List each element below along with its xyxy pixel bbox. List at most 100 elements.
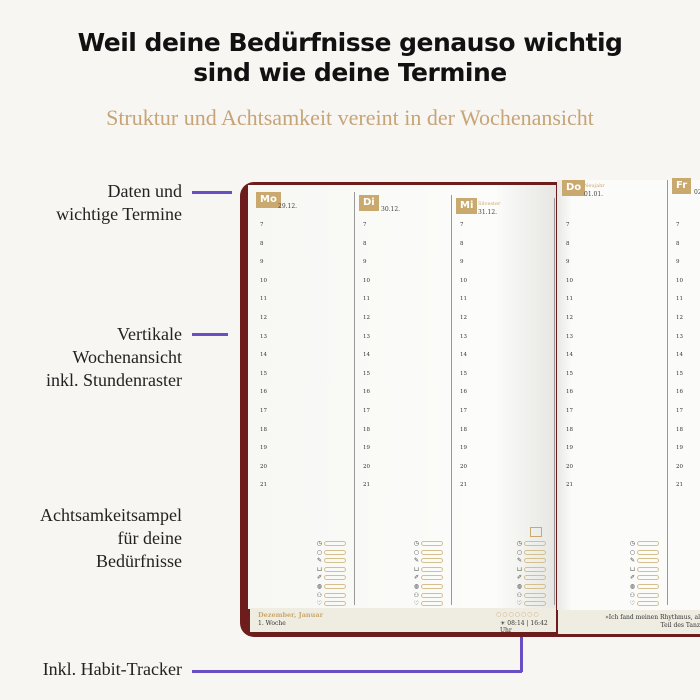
habit-row[interactable]: ⚇ — [517, 592, 546, 599]
habit-row[interactable]: ✎ — [517, 557, 546, 564]
hour-label: 7 — [260, 222, 264, 228]
hour-label: 19 — [676, 445, 683, 452]
hour-label: 7 — [460, 222, 464, 228]
hour-label: 15 — [363, 370, 370, 377]
habit-row[interactable]: ◷ — [517, 540, 546, 547]
habit-row[interactable]: ♡ — [317, 600, 346, 607]
habit-row[interactable]: ♡ — [414, 600, 443, 607]
habit-boxes — [637, 558, 659, 564]
habit-row[interactable]: ○ — [517, 549, 546, 556]
habit-row[interactable]: ✎ — [414, 557, 443, 564]
habit-boxes — [637, 566, 659, 572]
habit-row[interactable]: ✐ — [630, 574, 659, 581]
habit-row[interactable]: ⚇ — [414, 592, 443, 599]
hour-label: 11 — [566, 296, 573, 303]
quote: Teil des Tanz — [660, 622, 700, 629]
habit-row[interactable]: ⚇ — [317, 592, 346, 599]
hour-label: 17 — [260, 408, 267, 414]
hour-label: 10 — [363, 277, 370, 284]
hour-label: 16 — [676, 389, 683, 396]
habit-row[interactable]: ◍ — [414, 583, 443, 590]
hour-label: 12 — [363, 315, 370, 321]
hour-label: 17 — [460, 408, 467, 414]
hour-label: 9 — [363, 259, 367, 266]
habit-boxes — [637, 592, 659, 598]
day-tab: Mo — [256, 192, 281, 208]
hour-label: 21 — [363, 482, 370, 489]
hour-label: 10 — [260, 277, 267, 284]
habit-boxes — [524, 575, 546, 581]
pill-icon: ✐ — [629, 574, 635, 582]
callout-line — [192, 333, 228, 336]
hour-label: 8 — [363, 240, 367, 247]
habit-row[interactable]: ✐ — [414, 574, 443, 581]
habit-row[interactable]: ◷ — [317, 540, 346, 547]
habit-row[interactable]: ⊔ — [630, 566, 659, 573]
hour-label: 10 — [460, 277, 467, 284]
habit-row[interactable]: ✐ — [317, 574, 346, 581]
hour-label: 16 — [260, 389, 267, 396]
heart-icon: ♡ — [413, 600, 419, 608]
hour-label: 19 — [566, 445, 573, 452]
pill-icon: ✐ — [316, 574, 322, 582]
habit-row[interactable]: ◷ — [414, 540, 443, 547]
habit-row[interactable]: ○ — [414, 549, 443, 556]
people-icon: ⚇ — [629, 591, 635, 599]
subtitle: Struktur und Achtsamkeit vereint in der … — [106, 105, 594, 130]
hour-label: 16 — [460, 389, 467, 396]
hour-label: 8 — [566, 240, 570, 247]
habit-row[interactable]: ⊔ — [414, 566, 443, 573]
day-date: 30.12. — [381, 206, 401, 213]
right-footer: »Ich fand meinen Rhythmus, al Teil des T… — [558, 610, 700, 634]
cup-icon: ⊔ — [516, 565, 522, 573]
habit-row[interactable]: ♡ — [517, 600, 546, 607]
habit-boxes — [324, 575, 346, 581]
hour-label: 18 — [676, 426, 683, 433]
quote: »Ich fand meinen Rhythmus, al — [605, 614, 700, 621]
hour-label: 15 — [460, 370, 467, 377]
hour-label: 9 — [676, 259, 680, 266]
hour-label: 8 — [676, 240, 680, 247]
hour-label: 20 — [260, 463, 267, 470]
hour-label: 20 — [363, 463, 370, 470]
habit-row[interactable]: ◍ — [317, 583, 346, 590]
habit-row[interactable]: ◍ — [630, 583, 659, 590]
hour-label: 8 — [260, 240, 264, 247]
hour-label: 19 — [460, 445, 467, 452]
pen-icon: ✎ — [629, 557, 635, 565]
habit-boxes — [524, 566, 546, 572]
headline: Weil deine Bedürfnisse genauso wichtig s… — [0, 28, 700, 88]
day-column: Do 01.01. Neujahr 7 8 9 10 11 12 13 14 15 16 17 18 19 20… — [558, 180, 668, 607]
hour-label: 7 — [363, 222, 367, 228]
habit-row[interactable]: ⊔ — [517, 566, 546, 573]
hour-label: 16 — [566, 389, 573, 396]
hour-label: 16 — [363, 389, 370, 396]
habit-boxes — [421, 592, 443, 598]
habit-row[interactable]: ⊔ — [317, 566, 346, 573]
hour-label: 20 — [676, 463, 683, 470]
hour-label: 17 — [566, 408, 573, 414]
hour-label: 18 — [460, 426, 467, 433]
headline-line-2: sind wie deine Termine — [193, 58, 507, 87]
food-icon: ◍ — [413, 583, 419, 590]
hour-label: 11 — [460, 296, 467, 303]
callout-week-view: Vertikale Wochenansicht inkl. Stundenraste… — [46, 324, 182, 390]
habit-row[interactable]: ○ — [317, 549, 346, 556]
habit-boxes — [637, 584, 659, 589]
habit-row[interactable]: ✎ — [630, 557, 659, 564]
habit-row[interactable]: ♡ — [630, 600, 659, 607]
habit-row[interactable]: ◷ — [630, 540, 659, 547]
left-page — [248, 185, 556, 609]
habit-row[interactable]: ✐ — [517, 574, 546, 581]
hour-label: 13 — [676, 333, 683, 340]
habit-row[interactable]: ✎ — [317, 557, 346, 564]
habit-row[interactable]: ○ — [630, 549, 659, 556]
hour-label: 11 — [363, 296, 370, 303]
hour-label: 20 — [566, 463, 573, 470]
hour-label: 15 — [676, 370, 683, 377]
habit-row[interactable]: ⚇ — [630, 592, 659, 599]
habit-row[interactable]: ◍ — [517, 583, 546, 590]
hour-label: 9 — [566, 259, 570, 266]
habit-circles: ○○○○○○○ — [496, 611, 540, 618]
habit-boxes — [524, 584, 546, 589]
